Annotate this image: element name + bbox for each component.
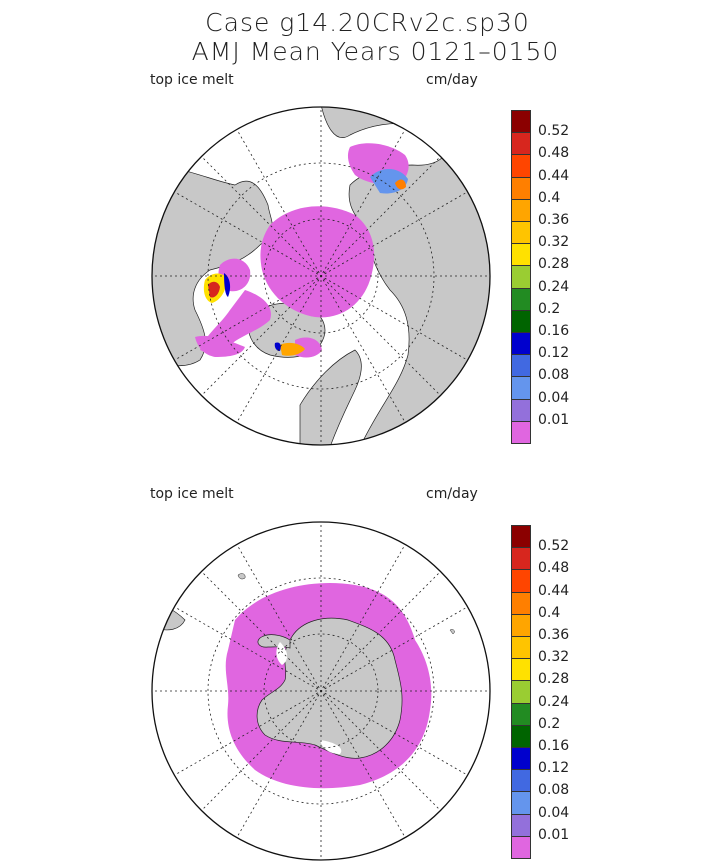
north-colorbar-swatch [511, 132, 531, 156]
south-colorbar-label: 0.2 [538, 715, 561, 732]
north-colorbar-swatch [511, 287, 531, 311]
south-colorbar-swatch [511, 636, 531, 660]
south-colorbar-label: 0.52 [538, 538, 570, 555]
south-colorbar-label: 0.32 [538, 649, 570, 666]
south-colorbar-swatch [511, 525, 531, 549]
north-colorbar-label: 0.36 [538, 212, 570, 228]
south-colorbar-label: 0.36 [538, 627, 570, 643]
south-colorbar-label: 0.04 [538, 804, 570, 821]
north-polar-map [151, 106, 491, 446]
south-colorbar-swatch [511, 591, 531, 615]
ross-ice-shelf [320, 740, 342, 754]
south-colorbar-label: 0.16 [538, 738, 570, 754]
north-colorbar-swatch [511, 332, 531, 356]
north-colorbar-swatch [511, 198, 531, 222]
south-colorbar-swatch [511, 680, 531, 704]
south-colorbar-swatch [511, 702, 531, 726]
north-colorbar-label: 0.04 [538, 389, 570, 406]
south-colorbar-swatch [511, 769, 531, 793]
south-colorbar-swatch [511, 791, 531, 815]
south-colorbar-label: 0.12 [538, 760, 570, 777]
north-colorbar-label: 0.2 [538, 300, 561, 317]
baffin-ice [200, 290, 271, 353]
north-colorbar-label: 0.12 [538, 345, 570, 362]
south-colorbar-label: 0.44 [538, 582, 570, 599]
north-variable-label: top ice melt [150, 72, 234, 88]
baffin-melt-blue [274, 342, 281, 351]
north-colorbar-swatch [511, 154, 531, 178]
north-units-label: cm/day [426, 72, 478, 88]
weddell-ice-shelf [276, 642, 288, 665]
south-colorbar-label: 0.01 [538, 826, 570, 843]
north-colorbar-swatch [511, 243, 531, 267]
south-colorbar-swatch [511, 658, 531, 682]
south-colorbar-swatch [511, 613, 531, 637]
north-colorbar-swatch [511, 110, 531, 134]
antarctica-landmass [256, 617, 403, 759]
north-colorbar-label: 0.48 [538, 145, 570, 162]
south-colorbar-swatch [511, 724, 531, 748]
okhotsk-ice-hot [395, 179, 406, 190]
plot-title-case: Case g14.20CRv2c.sp30 [205, 8, 530, 37]
plot-title-period: AMJ Mean Years 0121–0150 [191, 37, 560, 66]
north-colorbar-label: 0.16 [538, 323, 570, 339]
north-colorbar-label: 0.32 [538, 234, 570, 251]
north-colorbar-label: 0.52 [538, 123, 570, 140]
north-colorbar-swatch [511, 398, 531, 422]
south-colorbar [511, 525, 531, 859]
hudson-melt-edge [224, 273, 231, 297]
north-colorbar-label: 0.01 [538, 411, 570, 428]
north-colorbar-label: 0.08 [538, 367, 570, 384]
arctic-sea-ice [260, 206, 375, 318]
sub-antarctic-island [237, 573, 246, 580]
south-units-label: cm/day [426, 486, 478, 502]
north-colorbar-swatch [511, 420, 531, 444]
north-colorbar-swatch [511, 309, 531, 333]
south-colorbar-label: 0.24 [538, 693, 570, 710]
north-colorbar-swatch [511, 354, 531, 378]
eurasia-landmass [319, 107, 490, 445]
north-colorbar-label: 0.24 [538, 278, 570, 295]
south-colorbar-label: 0.48 [538, 560, 570, 577]
north-colorbar-swatch [511, 221, 531, 245]
south-colorbar-swatch [511, 813, 531, 837]
south-colorbar-label: 0.08 [538, 782, 570, 799]
north-colorbar-swatch [511, 176, 531, 200]
south-colorbar-label: 0.4 [538, 604, 561, 621]
north-colorbar [511, 110, 531, 444]
hudson-melt-core [208, 281, 220, 298]
baffin-melt-hotspot [280, 342, 305, 356]
north-colorbar-label: 0.4 [538, 189, 561, 206]
sub-antarctic-island-2 [449, 629, 455, 635]
greenland-sea-ice [295, 337, 322, 358]
south-colorbar-swatch [511, 569, 531, 593]
north-colorbar-swatch [511, 376, 531, 400]
south-variable-label: top ice melt [150, 486, 234, 502]
north-colorbar-label: 0.28 [538, 256, 570, 273]
labrador-ice [195, 335, 245, 357]
europe-landmass [299, 349, 362, 445]
south-polar-map [151, 521, 491, 861]
south-colorbar-swatch [511, 547, 531, 571]
south-colorbar-label: 0.28 [538, 671, 570, 688]
south-colorbar-swatch [511, 835, 531, 859]
north-colorbar-label: 0.44 [538, 167, 570, 184]
north-colorbar-swatch [511, 265, 531, 289]
south-colorbar-swatch [511, 747, 531, 771]
